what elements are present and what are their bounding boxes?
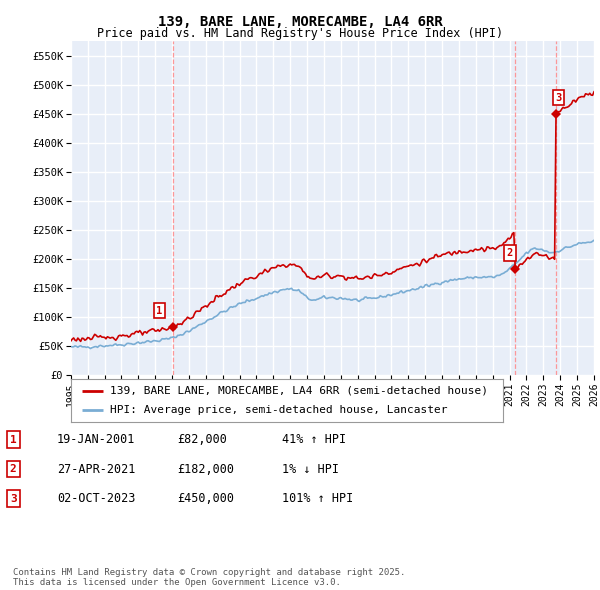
Text: £450,000: £450,000 [177, 492, 234, 505]
Text: 2: 2 [10, 464, 17, 474]
Text: 1% ↓ HPI: 1% ↓ HPI [282, 463, 339, 476]
Text: 1: 1 [156, 306, 163, 316]
Text: 1: 1 [10, 435, 17, 444]
Text: 139, BARE LANE, MORECAMBE, LA4 6RR: 139, BARE LANE, MORECAMBE, LA4 6RR [158, 15, 442, 29]
Text: Contains HM Land Registry data © Crown copyright and database right 2025.
This d: Contains HM Land Registry data © Crown c… [13, 568, 406, 587]
Text: £182,000: £182,000 [177, 463, 234, 476]
Text: HPI: Average price, semi-detached house, Lancaster: HPI: Average price, semi-detached house,… [110, 405, 447, 415]
Text: 41% ↑ HPI: 41% ↑ HPI [282, 433, 346, 446]
Text: Price paid vs. HM Land Registry's House Price Index (HPI): Price paid vs. HM Land Registry's House … [97, 27, 503, 40]
Text: 139, BARE LANE, MORECAMBE, LA4 6RR (semi-detached house): 139, BARE LANE, MORECAMBE, LA4 6RR (semi… [110, 386, 488, 396]
Text: £82,000: £82,000 [177, 433, 227, 446]
Text: 3: 3 [10, 494, 17, 503]
Text: 101% ↑ HPI: 101% ↑ HPI [282, 492, 353, 505]
Text: 02-OCT-2023: 02-OCT-2023 [57, 492, 136, 505]
Text: 27-APR-2021: 27-APR-2021 [57, 463, 136, 476]
Text: 19-JAN-2001: 19-JAN-2001 [57, 433, 136, 446]
Text: 2: 2 [507, 248, 513, 258]
Text: 3: 3 [556, 93, 562, 103]
